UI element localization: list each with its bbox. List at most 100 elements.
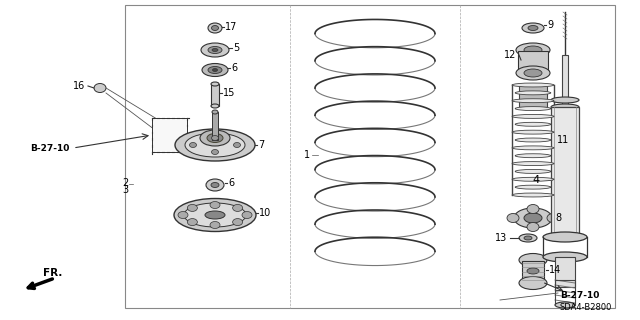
Text: 12: 12 [504,50,516,60]
Ellipse shape [547,213,559,222]
Ellipse shape [515,122,551,126]
Ellipse shape [512,177,554,181]
Ellipse shape [210,221,220,228]
Text: 2: 2 [122,178,128,188]
Ellipse shape [515,138,551,142]
Ellipse shape [211,182,219,188]
Ellipse shape [551,104,579,110]
Ellipse shape [212,49,218,52]
Ellipse shape [211,82,219,86]
Text: 15: 15 [223,88,236,98]
Text: 3: 3 [122,185,128,195]
Ellipse shape [212,110,218,114]
Bar [152,118,187,152]
Ellipse shape [202,63,228,76]
Ellipse shape [524,213,542,223]
Bar [562,55,568,105]
Text: 1: 1 [304,150,310,160]
Ellipse shape [514,208,552,228]
Ellipse shape [211,135,218,140]
Ellipse shape [205,211,225,219]
Ellipse shape [524,69,542,77]
Text: 5: 5 [233,43,239,53]
Ellipse shape [527,204,539,213]
Ellipse shape [232,219,243,226]
Ellipse shape [524,46,542,54]
Ellipse shape [200,130,230,146]
Text: SDA4-B2800: SDA4-B2800 [560,302,612,311]
Text: 11: 11 [557,135,569,145]
Bar [555,257,575,287]
Text: 7: 7 [258,140,264,150]
Bar [518,51,548,73]
Ellipse shape [515,107,551,110]
Ellipse shape [206,179,224,191]
Bar [555,280,575,305]
Ellipse shape [207,133,223,142]
Ellipse shape [188,204,197,212]
Ellipse shape [519,276,547,290]
Ellipse shape [516,66,550,80]
Ellipse shape [234,142,241,148]
Text: 4: 4 [533,175,540,185]
Text: 6: 6 [228,178,234,188]
Ellipse shape [512,83,554,87]
Ellipse shape [242,212,252,219]
Text: 16: 16 [73,81,85,91]
Text: 6: 6 [231,63,237,73]
Bar [125,5,615,308]
Ellipse shape [515,170,551,173]
Text: 14: 14 [549,265,561,275]
Ellipse shape [185,133,245,157]
Text: B-27-10: B-27-10 [560,292,600,300]
Ellipse shape [519,253,547,267]
Ellipse shape [519,234,537,242]
Ellipse shape [94,84,106,92]
Ellipse shape [543,252,587,262]
Bar [212,112,218,140]
Ellipse shape [208,23,222,33]
Bar [211,84,219,106]
Ellipse shape [512,162,554,165]
Ellipse shape [515,185,551,189]
Ellipse shape [188,219,197,226]
Ellipse shape [543,232,587,242]
Ellipse shape [212,68,218,71]
Ellipse shape [507,213,519,222]
Ellipse shape [210,202,220,209]
Ellipse shape [512,115,554,118]
Ellipse shape [527,222,539,231]
Text: 10: 10 [259,208,271,218]
Text: 17: 17 [225,22,237,32]
Ellipse shape [527,268,539,274]
Ellipse shape [515,91,551,95]
Ellipse shape [208,67,222,74]
Text: FR.: FR. [43,268,62,278]
Ellipse shape [211,149,218,155]
Ellipse shape [551,97,579,103]
Ellipse shape [512,99,554,103]
Ellipse shape [232,204,243,212]
Ellipse shape [175,129,255,161]
Ellipse shape [184,203,246,227]
Text: B-27-10: B-27-10 [30,143,69,153]
Bar [522,261,544,283]
Ellipse shape [516,43,550,57]
Ellipse shape [512,130,554,134]
Ellipse shape [178,212,188,219]
Ellipse shape [555,302,575,308]
Bar [519,85,547,107]
Text: 9: 9 [547,20,553,30]
Bar [551,107,579,237]
Ellipse shape [515,154,551,158]
Ellipse shape [211,26,218,30]
Text: 13: 13 [495,233,507,243]
Ellipse shape [211,104,219,108]
Ellipse shape [524,236,532,240]
Ellipse shape [208,46,222,53]
Ellipse shape [512,146,554,150]
Ellipse shape [174,198,256,231]
Text: 8: 8 [555,213,561,223]
Ellipse shape [522,23,544,33]
Ellipse shape [512,193,554,197]
